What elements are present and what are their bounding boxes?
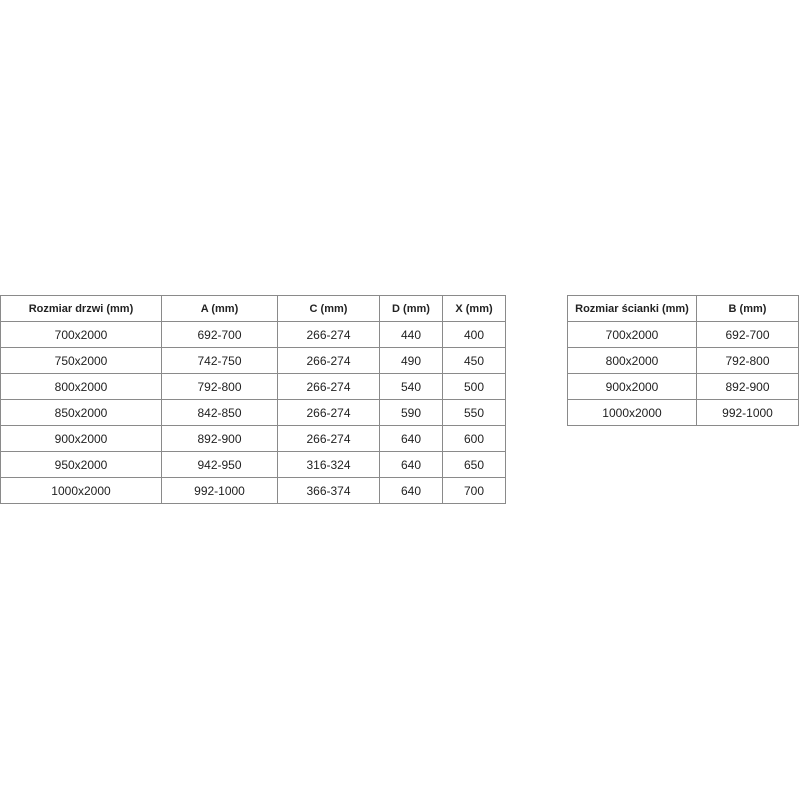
- table-cell: 266-274: [277, 373, 380, 400]
- column-header: Rozmiar ścianki (mm): [567, 295, 697, 322]
- table-cell: 900x2000: [567, 373, 697, 400]
- table-cell: 1000x2000: [567, 399, 697, 426]
- table-cell: 792-800: [696, 347, 799, 374]
- table-cell: 992-1000: [696, 399, 799, 426]
- table-row: 950x2000 942-950 316-324 640 650: [0, 451, 506, 478]
- wall-size-table: Rozmiar ścianki (mm) B (mm) 700x2000 692-70…: [567, 295, 799, 426]
- column-header: B (mm): [696, 295, 799, 322]
- table-cell: 792-800: [161, 373, 278, 400]
- table-row: 900x2000 892-900: [567, 373, 799, 400]
- table-cell: 590: [379, 399, 443, 426]
- table-cell: 500: [442, 373, 506, 400]
- column-header: A (mm): [161, 295, 278, 322]
- table-row: 800x2000 792-800 266-274 540 500: [0, 373, 506, 400]
- table-cell: 440: [379, 321, 443, 348]
- table-row: 800x2000 792-800: [567, 347, 799, 374]
- table-cell: 266-274: [277, 399, 380, 426]
- table-cell: 640: [379, 451, 443, 478]
- column-header: X (mm): [442, 295, 506, 322]
- table-row: 700x2000 692-700 266-274 440 400: [0, 321, 506, 348]
- table-cell: 950x2000: [0, 451, 162, 478]
- table-cell: 800x2000: [567, 347, 697, 374]
- table-cell: 692-700: [161, 321, 278, 348]
- table-cell: 942-950: [161, 451, 278, 478]
- table-cell: 266-274: [277, 347, 380, 374]
- table-cell: 842-850: [161, 399, 278, 426]
- table-row: 750x2000 742-750 266-274 490 450: [0, 347, 506, 374]
- table-cell: 600: [442, 425, 506, 452]
- table-cell: 316-324: [277, 451, 380, 478]
- column-header: Rozmiar drzwi (mm): [0, 295, 162, 322]
- table-row: 700x2000 692-700: [567, 321, 799, 348]
- table-cell: 800x2000: [0, 373, 162, 400]
- door-size-table: Rozmiar drzwi (mm) A (mm) C (mm) D (mm) X (m…: [0, 295, 506, 504]
- table-cell: 892-900: [696, 373, 799, 400]
- table-cell: 266-274: [277, 321, 380, 348]
- table-row: 1000x2000 992-1000: [567, 399, 799, 426]
- table-cell: 742-750: [161, 347, 278, 374]
- table-cell: 692-700: [696, 321, 799, 348]
- table-cell: 266-274: [277, 425, 380, 452]
- table-row: 1000x2000 992-1000 366-374 640 700: [0, 477, 506, 504]
- table-cell: 992-1000: [161, 477, 278, 504]
- table-cell: 750x2000: [0, 347, 162, 374]
- table-cell: 700x2000: [567, 321, 697, 348]
- table-cell: 550: [442, 399, 506, 426]
- table-row: 900x2000 892-900 266-274 640 600: [0, 425, 506, 452]
- table-cell: 700: [442, 477, 506, 504]
- header-row: Rozmiar drzwi (mm) A (mm) C (mm) D (mm) X (m…: [0, 295, 506, 322]
- table-cell: 540: [379, 373, 443, 400]
- table-row: 850x2000 842-850 266-274 590 550: [0, 399, 506, 426]
- table-cell: 700x2000: [0, 321, 162, 348]
- header-row: Rozmiar ścianki (mm) B (mm): [567, 295, 799, 322]
- table-cell: 650: [442, 451, 506, 478]
- table-cell: 366-374: [277, 477, 380, 504]
- column-header: D (mm): [379, 295, 443, 322]
- table-cell: 400: [442, 321, 506, 348]
- column-header: C (mm): [277, 295, 380, 322]
- table-cell: 1000x2000: [0, 477, 162, 504]
- table-cell: 850x2000: [0, 399, 162, 426]
- table-cell: 640: [379, 425, 443, 452]
- table-cell: 490: [379, 347, 443, 374]
- table-cell: 640: [379, 477, 443, 504]
- table-cell: 450: [442, 347, 506, 374]
- table-cell: 892-900: [161, 425, 278, 452]
- table-cell: 900x2000: [0, 425, 162, 452]
